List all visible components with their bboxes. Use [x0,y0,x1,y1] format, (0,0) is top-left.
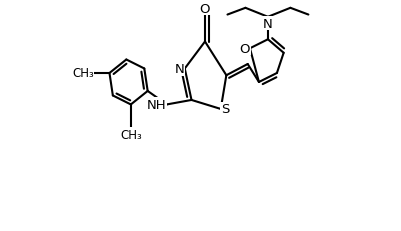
Text: O: O [200,3,210,15]
Text: NH: NH [147,98,167,112]
Text: CH₃: CH₃ [120,128,142,141]
Text: O: O [239,43,250,55]
Text: S: S [221,103,229,116]
Text: N: N [263,18,273,31]
Text: N: N [175,63,185,76]
Text: CH₃: CH₃ [72,67,94,80]
